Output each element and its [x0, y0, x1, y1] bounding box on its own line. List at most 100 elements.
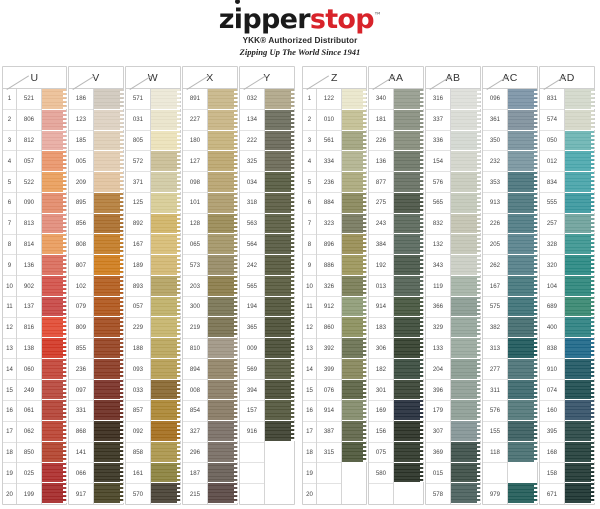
color-swatch[interactable]	[208, 89, 238, 110]
color-code-cell[interactable]: 857	[126, 400, 150, 422]
color-swatch[interactable]	[508, 421, 538, 442]
color-swatch[interactable]	[42, 483, 67, 504]
color-code-cell[interactable]: 891	[183, 89, 207, 110]
color-code-cell[interactable]: 168	[540, 442, 564, 464]
color-swatch[interactable]	[394, 255, 424, 276]
color-code-cell[interactable]: 141	[69, 442, 93, 464]
color-code-cell[interactable]: 555	[540, 192, 564, 214]
color-swatch[interactable]	[342, 441, 367, 463]
color-code-cell[interactable]: 127	[183, 151, 207, 173]
color-swatch[interactable]	[508, 172, 538, 193]
color-swatch[interactable]	[265, 358, 295, 380]
color-code-cell[interactable]: 138	[17, 338, 41, 360]
color-code-cell[interactable]: 307	[426, 421, 450, 443]
color-code-cell[interactable]: 079	[69, 296, 93, 318]
color-swatch[interactable]	[265, 255, 295, 276]
color-code-cell[interactable]: 396	[426, 380, 450, 401]
color-swatch[interactable]	[451, 421, 481, 442]
color-code-cell[interactable]: 075	[369, 442, 393, 464]
color-swatch[interactable]	[342, 483, 366, 504]
color-code-cell[interactable]: 886	[317, 255, 341, 277]
color-code-cell[interactable]: 812	[17, 130, 41, 152]
color-code-cell[interactable]: 561	[317, 130, 341, 152]
color-swatch[interactable]	[208, 151, 238, 172]
color-code-cell[interactable]: 010	[317, 109, 341, 131]
color-swatch[interactable]	[508, 483, 538, 504]
color-swatch[interactable]	[394, 358, 424, 380]
color-code-cell[interactable]: 132	[426, 234, 450, 256]
color-code-cell[interactable]: 033	[126, 380, 150, 401]
color-swatch[interactable]	[508, 130, 538, 152]
color-swatch[interactable]	[208, 462, 238, 484]
color-swatch[interactable]	[94, 255, 124, 276]
color-swatch[interactable]	[94, 275, 124, 297]
color-code-cell[interactable]	[317, 463, 341, 485]
color-swatch[interactable]	[151, 109, 181, 131]
color-code-cell[interactable]: 805	[126, 130, 150, 152]
color-swatch[interactable]	[265, 109, 295, 131]
color-swatch[interactable]	[151, 296, 181, 318]
color-code-cell[interactable]	[317, 484, 341, 504]
color-swatch[interactable]	[42, 151, 67, 172]
color-code-cell[interactable]: 101	[183, 192, 207, 214]
color-swatch[interactable]	[265, 421, 295, 442]
color-swatch[interactable]	[208, 109, 238, 131]
color-swatch[interactable]	[42, 358, 67, 380]
color-code-cell[interactable]: 009	[240, 338, 264, 360]
color-swatch[interactable]	[565, 358, 595, 380]
color-code-cell[interactable]: 394	[240, 380, 264, 401]
color-swatch[interactable]	[451, 441, 481, 463]
color-code-cell[interactable]: 296	[183, 442, 207, 464]
color-code-cell[interactable]: 057	[126, 296, 150, 318]
color-swatch[interactable]	[508, 213, 538, 235]
color-swatch[interactable]	[94, 379, 124, 401]
color-code-cell[interactable]: 580	[369, 463, 393, 485]
color-swatch[interactable]	[565, 275, 595, 297]
color-code-cell[interactable]: 369	[426, 442, 450, 464]
color-swatch[interactable]	[265, 213, 295, 235]
color-code-cell[interactable]: 576	[426, 172, 450, 193]
color-swatch[interactable]	[94, 213, 124, 235]
color-swatch[interactable]	[394, 421, 424, 442]
color-swatch[interactable]	[565, 338, 595, 359]
color-code-cell[interactable]: 229	[126, 317, 150, 339]
color-swatch[interactable]	[265, 130, 295, 152]
color-swatch[interactable]	[151, 338, 181, 359]
color-code-cell[interactable]: 576	[483, 400, 507, 422]
color-swatch[interactable]	[565, 192, 595, 214]
color-swatch[interactable]	[565, 421, 595, 442]
color-swatch[interactable]	[508, 151, 538, 172]
color-swatch[interactable]	[342, 255, 367, 276]
color-swatch[interactable]	[151, 255, 181, 276]
color-swatch[interactable]	[151, 358, 181, 380]
color-code-cell[interactable]: 076	[317, 380, 341, 401]
color-code-cell[interactable]: 578	[426, 484, 450, 504]
color-swatch[interactable]	[151, 441, 181, 463]
color-code-cell[interactable]: 325	[240, 151, 264, 173]
color-swatch[interactable]	[42, 89, 67, 110]
color-swatch[interactable]	[42, 421, 67, 442]
color-code-cell[interactable]: 350	[483, 130, 507, 152]
color-code-cell[interactable]: 013	[369, 276, 393, 297]
color-code-cell[interactable]: 572	[126, 151, 150, 173]
color-swatch[interactable]	[94, 109, 124, 131]
color-code-cell[interactable]: 400	[540, 317, 564, 339]
color-code-cell[interactable]: 119	[426, 276, 450, 297]
color-code-cell[interactable]: 122	[317, 89, 341, 110]
color-swatch[interactable]	[342, 462, 366, 484]
color-code-cell[interactable]: 570	[126, 484, 150, 504]
color-code-cell[interactable]: 343	[426, 255, 450, 277]
color-code-cell[interactable]: 236	[69, 359, 93, 381]
color-swatch[interactable]	[508, 317, 538, 338]
color-code-cell[interactable]: 326	[317, 276, 341, 297]
color-swatch[interactable]	[342, 296, 367, 318]
color-code-cell[interactable]: 249	[17, 380, 41, 401]
color-swatch[interactable]	[394, 379, 424, 401]
color-swatch[interactable]	[265, 483, 294, 504]
color-swatch[interactable]	[94, 483, 124, 504]
color-code-cell[interactable]: 243	[369, 213, 393, 235]
color-code-cell[interactable]: 062	[17, 421, 41, 443]
color-code-cell[interactable]: 910	[540, 359, 564, 381]
color-swatch[interactable]	[208, 255, 238, 276]
color-swatch[interactable]	[565, 441, 595, 463]
